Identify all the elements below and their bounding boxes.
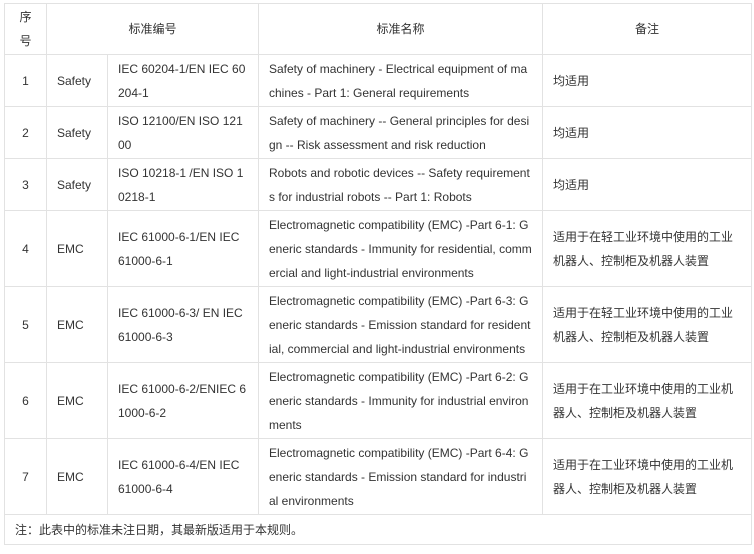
table-row: 6 EMC IEC 61000-6-2/ENIEC 6 1000-6-2 Electro…: [4, 362, 752, 439]
standard-name: Electromagnetic compatibility (EMC) -Par…: [258, 438, 543, 515]
header-no-line: 序: [19, 10, 32, 24]
standard-code-line: IEC 61000-6-4/EN IEC: [118, 457, 240, 472]
standard-name-line: ial, commercial and light-industrial env…: [269, 341, 526, 356]
table-row: 2 Safety ISO 12100/EN ISO 121 00 Safety of m…: [4, 106, 752, 159]
remark-line: 机器人、控制柜及机器人装置: [553, 253, 710, 268]
standard-code: ISO 10218-1 /EN ISO 1 0218-1: [107, 158, 259, 211]
standard-name-line: Electromagnetic compatibility (EMC) -Par…: [269, 217, 529, 232]
header-remark: 备注: [542, 3, 752, 55]
standard-name: Electromagnetic compatibility (EMC) -Par…: [258, 210, 543, 287]
standard-code: IEC 61000-6-4/EN IEC 61000-6-4: [107, 438, 259, 515]
standard-type: EMC: [46, 362, 108, 439]
remark: 均适用: [542, 158, 752, 211]
standard-code-line: 61000-6-3: [118, 329, 173, 344]
standard-type: EMC: [46, 286, 108, 363]
standard-code: IEC 61000-6-2/ENIEC 6 1000-6-2: [107, 362, 259, 439]
table-header-row: 序 号 标准编号 标准名称 备注: [4, 3, 752, 55]
standard-code-line: IEC 61000-6-2/ENIEC 6: [118, 381, 247, 396]
standard-name-line: eneric standards - Immunity for industri…: [269, 393, 529, 408]
standard-name: Electromagnetic compatibility (EMC) -Par…: [258, 362, 543, 439]
standard-name-line: chines - Part 1: General requirements: [269, 85, 470, 100]
remark: 适用于在轻工业环境中使用的工业 机器人、控制柜及机器人装置: [542, 210, 752, 287]
standard-name-line: ments: [269, 417, 302, 432]
row-number: 4: [4, 210, 47, 287]
standard-name: Safety of machinery - Electrical equipme…: [258, 54, 543, 107]
standard-code-line: ISO 12100/EN ISO 121: [118, 113, 243, 128]
row-number: 1: [4, 54, 47, 107]
standard-type: Safety: [46, 106, 108, 159]
standard-code: IEC 61000-6-3/ EN IEC 61000-6-3: [107, 286, 259, 363]
standard-name-line: Electromagnetic compatibility (EMC) -Par…: [269, 293, 529, 308]
remark-line: 均适用: [553, 125, 590, 140]
standard-code: IEC 61000-6-1/EN IEC 61000-6-1: [107, 210, 259, 287]
standard-code-line: 204-1: [118, 85, 149, 100]
remark: 均适用: [542, 106, 752, 159]
row-number: 5: [4, 286, 47, 363]
standard-code-line: IEC 60204-1/EN IEC 60: [118, 61, 246, 76]
header-code: 标准编号: [46, 3, 259, 55]
row-number: 6: [4, 362, 47, 439]
standard-name: Safety of machinery -- General principle…: [258, 106, 543, 159]
remark: 均适用: [542, 54, 752, 107]
header-name: 标准名称: [258, 3, 543, 55]
standards-table: 序 号 标准编号 标准名称 备注 1 Safety IEC 60204-1/EN I…: [4, 3, 752, 545]
standard-name-line: Safety of machinery - Electrical equipme…: [269, 61, 528, 76]
standard-code-line: 61000-6-1: [118, 253, 173, 268]
remark-line: 均适用: [553, 73, 590, 88]
standard-name-line: gn -- Risk assessment and risk reduction: [269, 137, 486, 152]
standard-code-line: 1000-6-2: [118, 405, 167, 420]
standard-code-line: 0218-1: [118, 189, 156, 204]
standard-name-line: eneric standards - Emission standard for…: [269, 469, 527, 484]
standard-type: Safety: [46, 54, 108, 107]
standard-name-line: ercial and light-industrial environments: [269, 265, 474, 280]
header-no-line: 号: [19, 34, 32, 48]
row-number: 2: [4, 106, 47, 159]
remark-line: 器人、控制柜及机器人装置: [553, 405, 698, 420]
standard-name: Electromagnetic compatibility (EMC) -Par…: [258, 286, 543, 363]
remark-line: 机器人、控制柜及机器人装置: [553, 329, 710, 344]
footnote-row: 注：此表中的标准未注日期，其最新版适用于本规则。: [4, 514, 752, 545]
standard-name-line: al environments: [269, 493, 354, 508]
remark-line: 器人、控制柜及机器人装置: [553, 481, 698, 496]
standard-name-line: Electromagnetic compatibility (EMC) -Par…: [269, 445, 529, 460]
standard-type: Safety: [46, 158, 108, 211]
standard-name-line: Safety of machinery -- General principle…: [269, 113, 530, 128]
table-row: 7 EMC IEC 61000-6-4/EN IEC 61000-6-4 Electro…: [4, 438, 752, 515]
remark-line: 适用于在轻工业环境中使用的工业: [553, 305, 734, 320]
remark: 适用于在工业环境中使用的工业机 器人、控制柜及机器人装置: [542, 362, 752, 439]
standard-name-line: eneric standards - Emission standard for…: [269, 317, 531, 332]
standard-name-line: eneric standards - Immunity for resident…: [269, 241, 532, 256]
row-number: 7: [4, 438, 47, 515]
standard-code-line: 61000-6-4: [118, 481, 173, 496]
standard-name-line: s for industrial robots -- Part 1: Robot…: [269, 189, 472, 204]
table-row: 1 Safety IEC 60204-1/EN IEC 60 204-1 Safety …: [4, 54, 752, 107]
standard-code: ISO 12100/EN ISO 121 00: [107, 106, 259, 159]
table-row: 5 EMC IEC 61000-6-3/ EN IEC 61000-6-3 Electr…: [4, 286, 752, 363]
footnote: 注：此表中的标准未注日期，其最新版适用于本规则。: [4, 514, 752, 545]
standard-code-line: 00: [118, 137, 132, 152]
standard-type: EMC: [46, 210, 108, 287]
standard-code: IEC 60204-1/EN IEC 60 204-1: [107, 54, 259, 107]
standard-name-line: Electromagnetic compatibility (EMC) -Par…: [269, 369, 529, 384]
standard-code-line: IEC 61000-6-3/ EN IEC: [118, 305, 243, 320]
remark: 适用于在轻工业环境中使用的工业 机器人、控制柜及机器人装置: [542, 286, 752, 363]
header-no: 序 号: [4, 3, 47, 55]
remark-line: 均适用: [553, 177, 590, 192]
standard-name: Robots and robotic devices -- Safety req…: [258, 158, 543, 211]
remark-line: 适用于在轻工业环境中使用的工业: [553, 229, 734, 244]
remark-line: 适用于在工业环境中使用的工业机: [553, 457, 734, 472]
standard-code-line: ISO 10218-1 /EN ISO 1: [118, 165, 244, 180]
table-row: 3 Safety ISO 10218-1 /EN ISO 1 0218-1 Robots…: [4, 158, 752, 211]
table-row: 4 EMC IEC 61000-6-1/EN IEC 61000-6-1 Electro…: [4, 210, 752, 287]
standard-name-line: Robots and robotic devices -- Safety req…: [269, 165, 530, 180]
remark-line: 适用于在工业环境中使用的工业机: [553, 381, 734, 396]
remark: 适用于在工业环境中使用的工业机 器人、控制柜及机器人装置: [542, 438, 752, 515]
row-number: 3: [4, 158, 47, 211]
standard-type: EMC: [46, 438, 108, 515]
standard-code-line: IEC 61000-6-1/EN IEC: [118, 229, 240, 244]
